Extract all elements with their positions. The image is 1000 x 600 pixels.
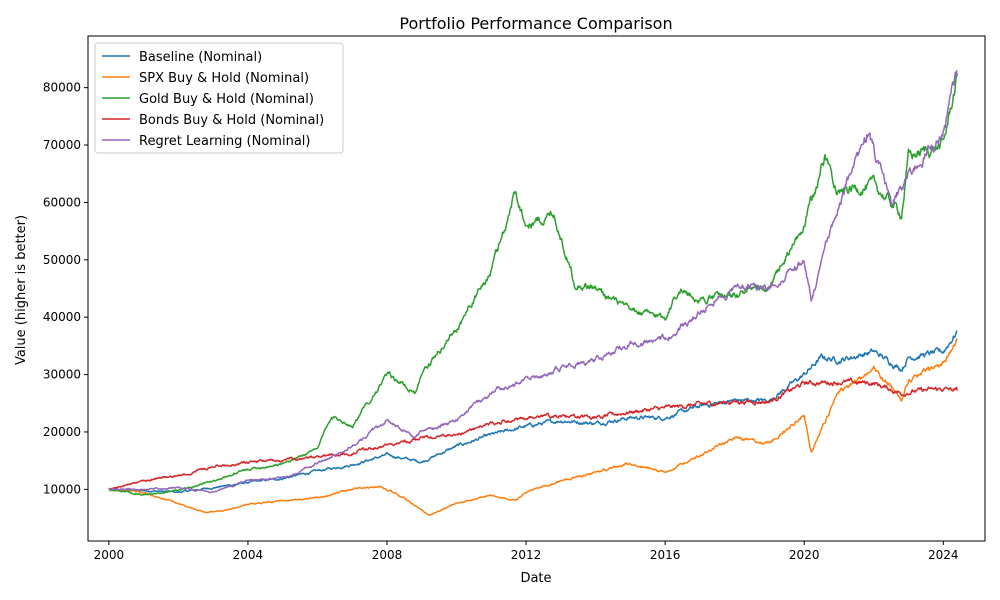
y-tick-label: 50000 (43, 253, 81, 267)
y-tick-label: 20000 (43, 425, 81, 439)
legend-box (94, 42, 344, 154)
x-tick-label: 2016 (650, 548, 681, 562)
y-tick-label: 60000 (43, 195, 81, 209)
y-tick-label: 30000 (43, 368, 81, 382)
chart-title: Portfolio Performance Comparison (399, 14, 672, 33)
legend: Baseline (Nominal) SPX Buy & Hold (Nomina… (94, 42, 344, 154)
series-line-3 (108, 377, 958, 490)
y-tick-label: 40000 (43, 310, 81, 324)
y-axis-ticks: 10000 20000 30000 40000 50000 60000 70000 80000 (43, 81, 88, 496)
series-line-2 (108, 71, 958, 496)
y-tick-label: 80000 (43, 81, 81, 95)
x-axis-ticks: 2000 2004 2008 2012 2016 2020 2024 (94, 541, 959, 562)
series-line-1 (108, 338, 958, 516)
legend-label: Baseline (Nominal) (139, 50, 262, 65)
legend-label: SPX Buy & Hold (Nominal) (139, 71, 309, 86)
axes-layer (87, 35, 986, 542)
x-tick-label: 2020 (789, 548, 820, 562)
x-tick-label: 2024 (928, 548, 959, 562)
legend-label: Bonds Buy & Hold (Nominal) (139, 113, 324, 128)
x-tick-label: 2012 (511, 548, 542, 562)
series-line-4 (108, 69, 958, 494)
legend-label: Regret Learning (Nominal) (139, 134, 310, 149)
x-axis-label: Date (520, 571, 551, 586)
legend-label: Gold Buy & Hold (Nominal) (139, 92, 314, 107)
x-tick-label: 2008 (372, 548, 403, 562)
y-axis-label: Value (higher is better) (14, 215, 29, 365)
plot-frame (87, 35, 986, 542)
x-tick-label: 2000 (94, 548, 125, 562)
series-line-0 (108, 330, 958, 494)
y-tick-label: 70000 (43, 138, 81, 152)
series-layer (108, 69, 958, 516)
x-tick-label: 2004 (233, 548, 264, 562)
y-tick-label: 10000 (43, 482, 81, 496)
